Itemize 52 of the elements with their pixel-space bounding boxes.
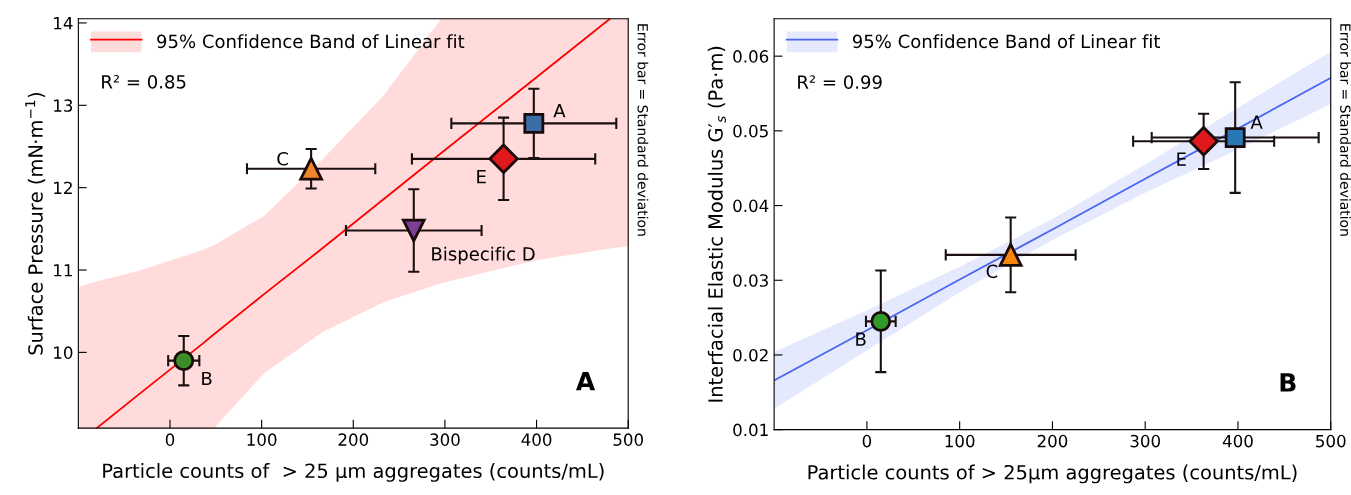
y-tick-label: 10	[54, 346, 73, 359]
point	[173, 350, 195, 372]
point	[523, 113, 545, 134]
y-tick-label: 0.04	[733, 199, 769, 213]
x-axis-title: Particle counts of > 25μm aggregates (counts/mL)	[808, 464, 1297, 484]
y-tick-label: 14	[54, 17, 73, 30]
x-tick-label: 100	[247, 433, 277, 446]
y-tick-label: 0.03	[733, 274, 768, 287]
series-label: B	[856, 332, 866, 346]
x-tick-label: 200	[338, 433, 369, 446]
y-tick-label: 11	[54, 264, 72, 277]
series-label: A	[553, 104, 566, 118]
y-axis-title: Interfacial Elastic Modulus G′$_{s}$ (Pa·m)	[707, 46, 726, 402]
y-tick-label: 0.06	[733, 50, 769, 63]
y-tick-label: 13	[54, 99, 73, 112]
point	[488, 143, 519, 174]
series-label: E	[477, 170, 486, 184]
series-label: A	[1250, 115, 1263, 129]
y-axis-title: Surface Pressure (mN·m$^{−1}$)	[25, 92, 46, 355]
point	[998, 243, 1023, 267]
legend-label: 95% Confidence Band of Linear fit	[157, 34, 465, 49]
x-axis-title: Particle counts of > 25 µm aggregates (counts/mL)	[103, 463, 604, 482]
y-tick-label: 0.01	[733, 423, 768, 437]
annotation: A	[576, 372, 596, 391]
x-tick-label: 400	[521, 433, 552, 446]
x-tick-label: 0	[165, 433, 175, 446]
text: Error bar = Standard deviation	[637, 24, 649, 236]
y-tick-label: 0.02	[733, 348, 768, 362]
y-tick-label: 12	[54, 181, 72, 194]
x-tick-label: 0	[862, 434, 872, 448]
x-tick-label: 500	[1316, 434, 1346, 448]
x-tick-label: 200	[1037, 434, 1068, 448]
series-label: Bispecific D	[432, 246, 535, 265]
x-tick-label: 400	[1222, 434, 1253, 448]
text: Error bar = Standard deviation	[1340, 24, 1351, 236]
x-tick-label: 300	[430, 433, 460, 446]
annotation: B	[1280, 373, 1296, 392]
annotation: R² = 0.85	[102, 75, 186, 89]
point	[870, 310, 892, 332]
x-tick-label: 300	[1130, 434, 1160, 448]
x-tick-label: 500	[613, 433, 644, 446]
series-label: C	[277, 151, 288, 166]
legend-label: 95% Confidence Band of Linear fit	[852, 34, 1160, 49]
point	[299, 156, 323, 181]
annotation: R² = 0.99	[798, 75, 882, 89]
y-tick-label: 0.05	[733, 124, 768, 138]
point	[401, 218, 426, 243]
series-label: B	[202, 371, 212, 386]
point	[1188, 126, 1219, 157]
point	[1224, 127, 1246, 148]
x-tick-label: 100	[945, 434, 975, 448]
series-label: C	[986, 264, 998, 279]
